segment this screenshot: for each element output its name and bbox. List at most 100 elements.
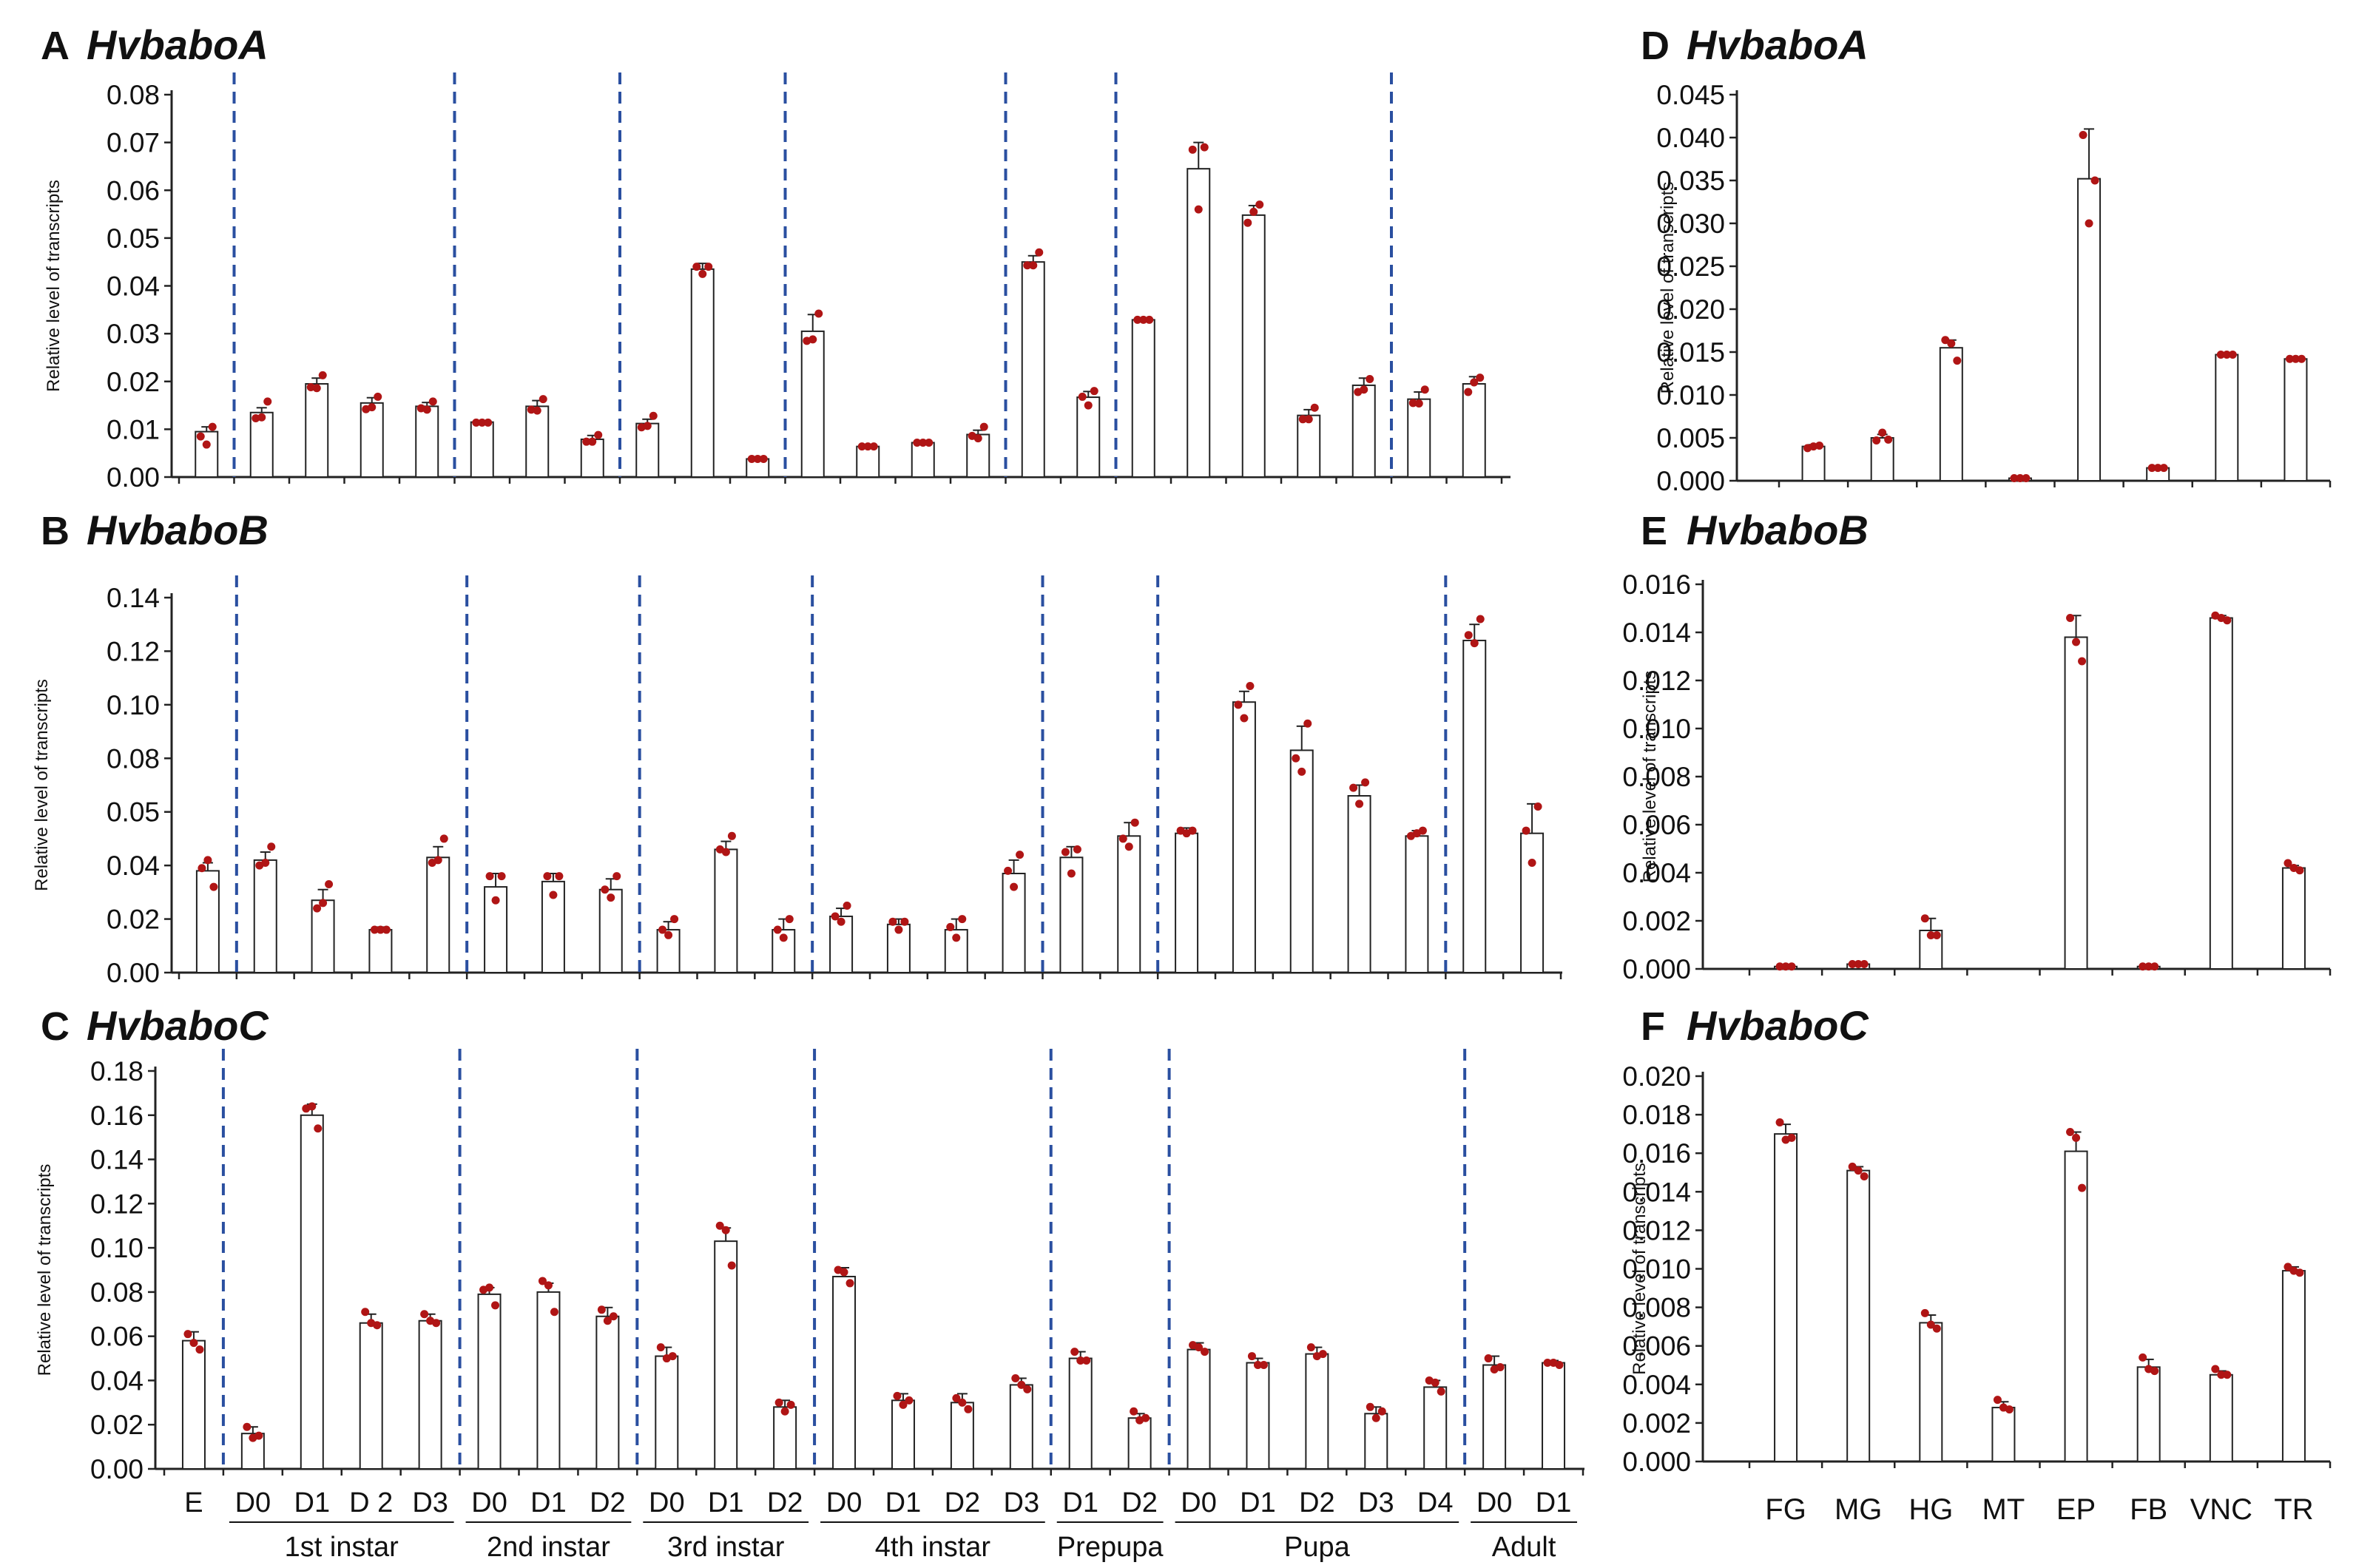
bar [1462, 639, 1487, 973]
data-point [607, 893, 615, 902]
data-point [759, 454, 768, 463]
data-point [314, 1124, 323, 1133]
data-point [1860, 960, 1869, 968]
bar [2209, 1373, 2233, 1463]
bar [249, 411, 274, 478]
bar [2064, 1150, 2088, 1462]
data-point [428, 397, 437, 406]
y-tick-label: 0.16 [90, 1101, 144, 1131]
data-point [643, 422, 652, 430]
data-point [1023, 261, 1032, 270]
y-tick-label: 0.012 [1622, 666, 1691, 696]
x-tick-label: D3 [1004, 1487, 1040, 1518]
data-point [1775, 1118, 1784, 1127]
data-point [1306, 1343, 1315, 1352]
data-point [312, 384, 321, 393]
data-point [1188, 145, 1197, 154]
y-tick-label: 0.04 [107, 851, 160, 881]
bar [1068, 1357, 1093, 1470]
data-point [2066, 1128, 2075, 1137]
data-point [664, 930, 673, 939]
data-point [1377, 1407, 1386, 1416]
data-point [1470, 639, 1479, 648]
data-point [361, 1308, 370, 1317]
data-point [308, 1102, 317, 1111]
data-point [1292, 754, 1300, 763]
data-point [1016, 851, 1025, 859]
data-point [1872, 436, 1881, 445]
y-tick-label: 0.020 [1622, 1061, 1691, 1092]
bar [305, 382, 329, 479]
bar [426, 856, 450, 973]
data-point [1787, 1133, 1796, 1142]
data-point [313, 904, 322, 913]
y-tick-label: 0.02 [107, 367, 160, 397]
y-tick-label: 0.045 [1656, 80, 1725, 110]
y-tick-label: 0.08 [90, 1277, 144, 1308]
bar [2281, 867, 2306, 970]
data-point [208, 422, 217, 431]
bar [635, 422, 660, 478]
stage-group-label: 2nd instar [487, 1532, 610, 1563]
x-tick-label: D2 [1299, 1487, 1335, 1518]
data-point [267, 842, 276, 851]
bar [1774, 1133, 1798, 1463]
data-point [2139, 1353, 2147, 1362]
data-point [1366, 1402, 1374, 1411]
data-point [845, 1279, 854, 1288]
data-point [1533, 802, 1542, 811]
data-point [1815, 441, 1824, 450]
bar [415, 405, 439, 478]
stage-group-label: 1st instar [285, 1532, 399, 1563]
y-tick-label: 0.008 [1622, 1293, 1691, 1323]
bar [536, 1291, 561, 1470]
data-point [779, 933, 788, 942]
data-point [952, 1393, 961, 1402]
bar [253, 859, 277, 974]
bar [181, 1339, 206, 1470]
x-tick-label: MT [1982, 1493, 2025, 1526]
x-tick-label: FB [2130, 1493, 2167, 1526]
data-point [1522, 826, 1530, 835]
data-point [202, 440, 211, 449]
data-point [2147, 464, 2156, 473]
x-tick-label: D1 [1062, 1487, 1098, 1518]
y-tick-label: 0.010 [1622, 714, 1691, 744]
data-point [1414, 399, 1423, 408]
bar [655, 1355, 679, 1470]
data-point [254, 1431, 263, 1440]
x-tick-label: TR [2274, 1493, 2313, 1526]
data-point [952, 933, 961, 942]
data-point [1010, 882, 1019, 891]
data-point [2284, 859, 2292, 868]
data-point [2285, 354, 2294, 363]
data-point [1201, 1348, 1209, 1356]
data-point [1355, 800, 1364, 808]
data-point [1941, 336, 1950, 345]
data-point [472, 418, 481, 427]
bar [714, 848, 738, 974]
data-point [1349, 783, 1358, 792]
data-point [837, 917, 845, 926]
x-tick-label: D0 [235, 1487, 271, 1518]
y-tick-label: 0.06 [90, 1322, 144, 1352]
data-point [900, 917, 909, 926]
bar [598, 888, 623, 973]
data-point [905, 1396, 914, 1405]
bar [1542, 1362, 1566, 1470]
y-tick-label: 0.00 [107, 958, 160, 988]
bar [2136, 1366, 2161, 1462]
x-tick-label: D2 [590, 1487, 626, 1518]
data-point [2022, 474, 2031, 483]
bar [800, 330, 825, 478]
data-point [1787, 962, 1796, 971]
data-point [780, 1407, 789, 1416]
data-point [1084, 401, 1093, 410]
data-point [1993, 1396, 2002, 1405]
bar [1021, 261, 1045, 478]
bar [525, 405, 550, 478]
data-point [1920, 914, 1929, 923]
bar [368, 929, 393, 973]
data-point [1011, 1373, 1020, 1382]
